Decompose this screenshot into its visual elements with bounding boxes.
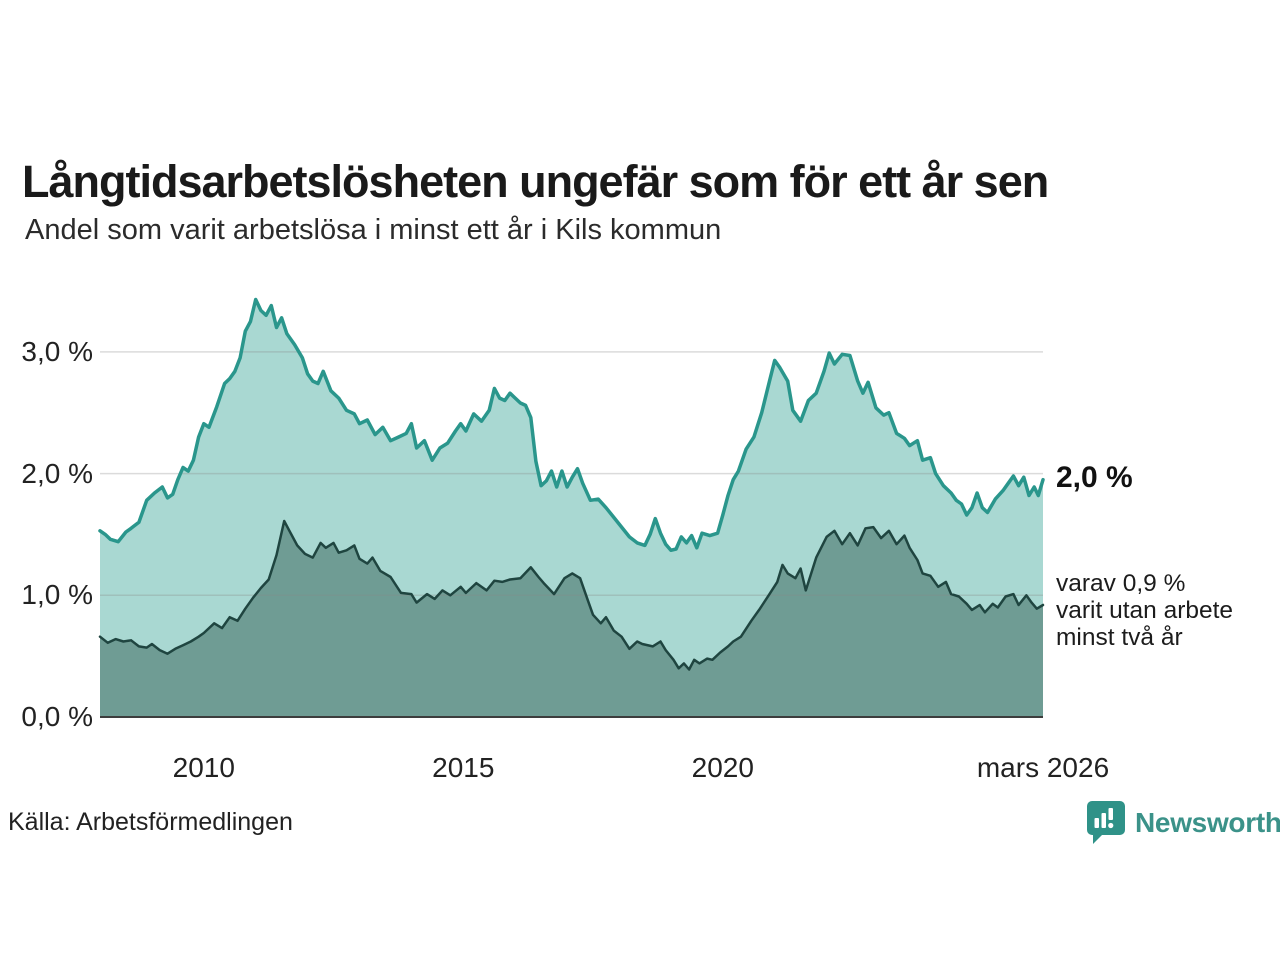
x-tick-label-2010: 2010	[172, 752, 235, 783]
page-subtitle: Andel som varit arbetslösa i minst ett å…	[25, 214, 722, 246]
page-title: Långtidsarbetslösheten ungefär som för e…	[22, 156, 1049, 208]
x-tick-label-2015: 2015	[432, 752, 495, 783]
source-credit: Källa: Arbetsförmedlingen	[8, 808, 293, 836]
y-tick-label-3,0 %: 3,0 %	[21, 335, 93, 367]
y-tick-label-1,0 %: 1,0 %	[21, 579, 93, 611]
newsworthy-logo: Newsworthy	[1086, 800, 1280, 845]
newsworthy-wordmark: Newsworthy	[1135, 806, 1280, 838]
area-fill-1	[100, 521, 1043, 717]
annotation-latest-total: 2,0 %	[1056, 460, 1133, 494]
series-line-1	[98, 519, 1045, 671]
bar-short	[1094, 818, 1099, 828]
y-tick-label-0,0 %: 0,0 %	[21, 701, 93, 732]
series-line-0	[98, 297, 1045, 553]
y-tick-label-2,0 %: 2,0 %	[21, 457, 93, 489]
exclamation-bar	[1108, 808, 1113, 820]
x-tick-label-mars 2026: mars 2026	[976, 752, 1110, 783]
newsworthy-bubble-icon	[1087, 801, 1125, 844]
bar-tall	[1101, 813, 1106, 828]
x-tick-label-2020: 2020	[691, 752, 754, 783]
exclamation-dot	[1108, 822, 1114, 829]
annotation-latest-two-year: varav 0,9 % varit utan arbete minst två år	[1056, 570, 1234, 651]
